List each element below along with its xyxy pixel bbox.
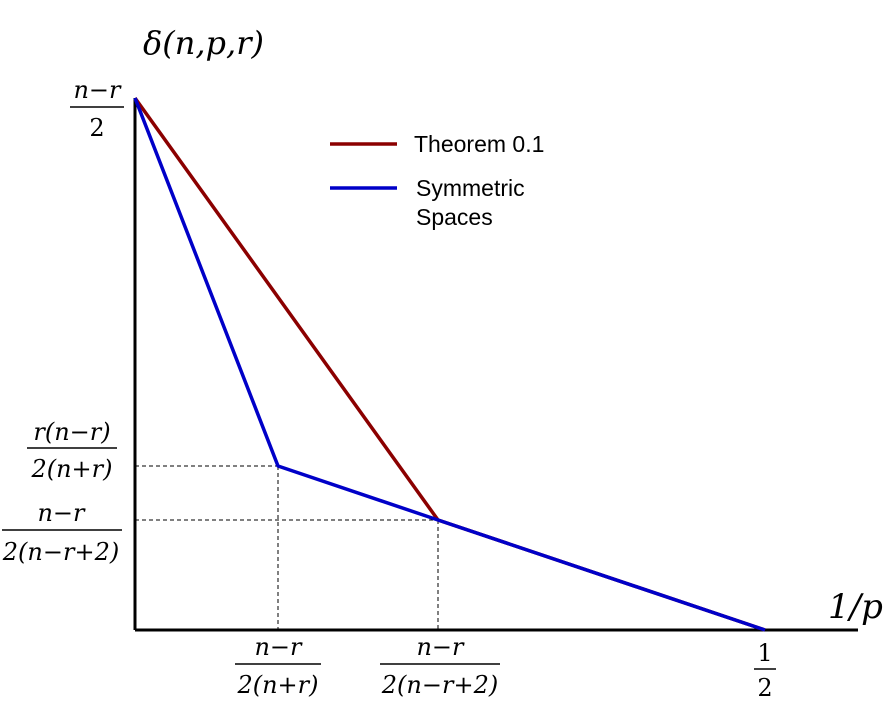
y-tick-label: n−r 2(n−r+2) [2, 499, 122, 566]
svg-text:2(n−r+2): 2(n−r+2) [2, 538, 119, 566]
x-tick-label: n−r 2(n−r+2) [380, 633, 500, 699]
svg-text:1: 1 [757, 639, 772, 667]
svg-text:2: 2 [757, 674, 772, 702]
legend-label-symmetric-spaces: Spaces [416, 204, 493, 230]
x-tick-label: n−r 2(n+r) [235, 633, 321, 699]
legend-label-theorem: Theorem 0.1 [414, 131, 544, 157]
svg-text:n−r: n−r [37, 499, 86, 527]
svg-text:2(n−r+2): 2(n−r+2) [381, 671, 498, 699]
series-line-symmetric-spaces [133, 97, 766, 632]
svg-text:n−r: n−r [254, 633, 303, 661]
y-tick-label: n−r 2 [70, 76, 124, 142]
svg-text:n−r: n−r [416, 633, 465, 661]
y-axis-label: δ(n,p,r) [143, 24, 264, 62]
svg-text:r(n−r): r(n−r) [33, 418, 110, 446]
y-tick-label: r(n−r) 2(n+r) [27, 418, 117, 483]
svg-text:2(n+r): 2(n+r) [30, 455, 112, 483]
x-axis-label: 1/p [828, 587, 883, 627]
svg-text:2: 2 [89, 114, 104, 142]
legend-label-symmetric-spaces: Symmetric [416, 175, 525, 201]
svg-text:2(n+r): 2(n+r) [236, 671, 318, 699]
x-tick-label: 1 2 [754, 639, 776, 702]
svg-text:n−r: n−r [73, 76, 122, 104]
legend: Theorem 0.1 Symmetric Spaces [330, 131, 544, 230]
